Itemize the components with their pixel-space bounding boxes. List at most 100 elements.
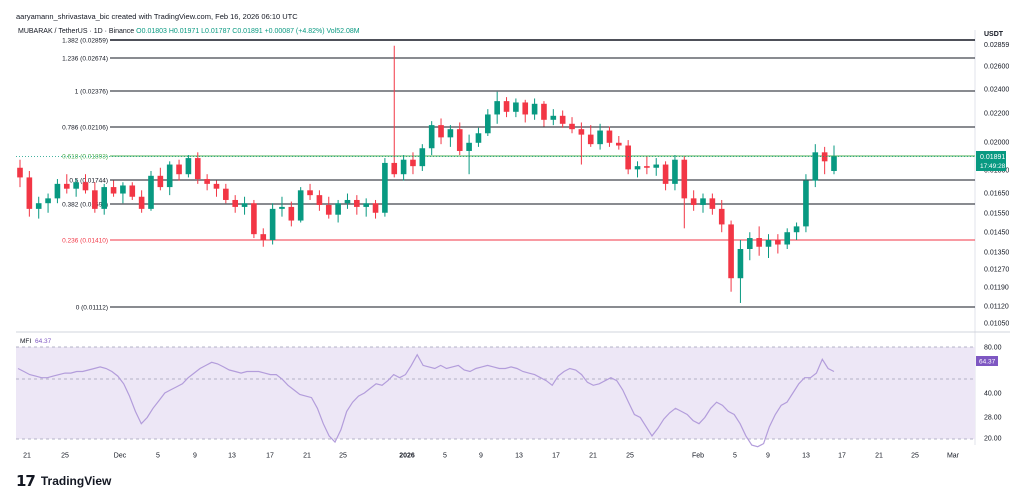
candle-body	[325, 204, 332, 215]
candle	[690, 190, 697, 211]
candle-body	[475, 133, 482, 143]
candle	[391, 45, 398, 178]
candle-body	[101, 187, 108, 209]
ohlc-values: O0.01803 H0.01971 L0.01787 C0.01891 +0.0…	[136, 28, 360, 35]
candle	[700, 193, 706, 213]
candle	[241, 196, 248, 215]
candle	[541, 101, 547, 127]
candle-body	[363, 203, 369, 207]
candle	[672, 155, 678, 191]
candle	[831, 145, 837, 175]
candle-body	[204, 179, 210, 184]
mfi-line	[17, 353, 835, 448]
candle	[531, 98, 538, 120]
symbol-name: MUBARAK / TetherUS · 1D · Binance	[18, 28, 135, 35]
candle-body	[587, 134, 594, 145]
candle	[784, 228, 791, 249]
time-tick: 5	[156, 453, 160, 460]
candle-body	[503, 101, 510, 112]
candle	[634, 161, 641, 178]
candle-body	[428, 125, 435, 149]
candle-body	[559, 115, 566, 124]
candle-body	[251, 203, 257, 235]
candle	[513, 98, 519, 118]
candle-body	[485, 114, 491, 134]
candle-body	[419, 148, 426, 167]
candle-body	[644, 166, 650, 168]
candle	[223, 183, 229, 204]
candle	[821, 146, 828, 175]
candle-body	[157, 175, 164, 188]
candle-body	[269, 208, 276, 240]
fib-label: 1.236 (0.02674)	[62, 56, 108, 63]
candle	[756, 226, 762, 256]
time-tick: 9	[193, 453, 197, 460]
candle-body	[213, 183, 220, 189]
candle	[297, 187, 304, 223]
candle	[709, 193, 716, 215]
fib-label: 1 (0.02376)	[75, 89, 108, 96]
time-tick: 13	[228, 453, 236, 460]
candle	[737, 240, 744, 303]
time-tick: 13	[515, 453, 523, 460]
mfi-pane: MFI 64.37 80.00 64.37 40.00 28.00 20.00	[16, 338, 1002, 448]
price-tick: 0.01350	[984, 250, 1009, 257]
candle	[166, 161, 173, 196]
candle	[475, 127, 482, 147]
brand-name: TradingView	[40, 474, 112, 488]
candle-body	[148, 175, 154, 209]
price-badge-text: 0.01891	[980, 154, 1005, 161]
time-tick: 2026	[399, 453, 415, 460]
candle-body	[17, 167, 23, 178]
fib-label: 0.786 (0.02106)	[62, 125, 108, 132]
candle-body	[597, 130, 603, 145]
time-tick: 5	[733, 453, 737, 460]
candle	[120, 182, 126, 204]
price-tick: 0.02000	[984, 140, 1009, 147]
candle-body	[438, 125, 444, 138]
price-axis: USDT 0.02859 0.02600 0.02400 0.02200 0.02000 0…	[984, 31, 1009, 328]
time-tick: 9	[479, 453, 483, 460]
candle-body	[578, 129, 585, 135]
price-tick: 0.01650	[984, 191, 1009, 198]
candle-body	[625, 145, 631, 170]
candle-body	[831, 156, 837, 171]
price-tick: 0.01190	[984, 285, 1009, 292]
candle	[288, 201, 295, 227]
candle	[559, 110, 566, 128]
candle	[26, 170, 33, 217]
candle-body	[746, 238, 753, 249]
candle-body	[606, 130, 613, 143]
time-tick: 5	[443, 453, 447, 460]
candle	[456, 122, 463, 156]
candle-body	[541, 103, 547, 120]
candle-body	[765, 240, 772, 247]
time-tick: Feb	[692, 453, 704, 460]
candle-body	[775, 240, 781, 245]
candle-body	[297, 190, 304, 221]
candle	[494, 91, 500, 124]
candle-body	[35, 203, 42, 209]
candle-body	[279, 206, 285, 209]
candle-body	[110, 187, 117, 194]
candle	[803, 174, 809, 233]
time-tick: 21	[875, 453, 883, 460]
price-tick: 0.01120	[984, 304, 1009, 311]
candle	[587, 125, 594, 147]
candle	[63, 174, 70, 194]
candle	[746, 232, 753, 261]
candle-body	[784, 232, 791, 245]
candle-body	[672, 159, 678, 184]
time-tick: Dec	[114, 453, 127, 460]
tradingview-logo[interactable]: 17 TradingView	[16, 472, 111, 490]
time-tick: 21	[23, 453, 31, 460]
candle	[316, 190, 323, 211]
currency-label: USDT	[984, 31, 1004, 38]
candle-body	[681, 159, 688, 199]
candle	[260, 228, 267, 247]
candle-body	[185, 158, 192, 175]
candle-body	[494, 101, 500, 115]
candle-body	[653, 164, 660, 168]
candle-body	[522, 102, 529, 115]
